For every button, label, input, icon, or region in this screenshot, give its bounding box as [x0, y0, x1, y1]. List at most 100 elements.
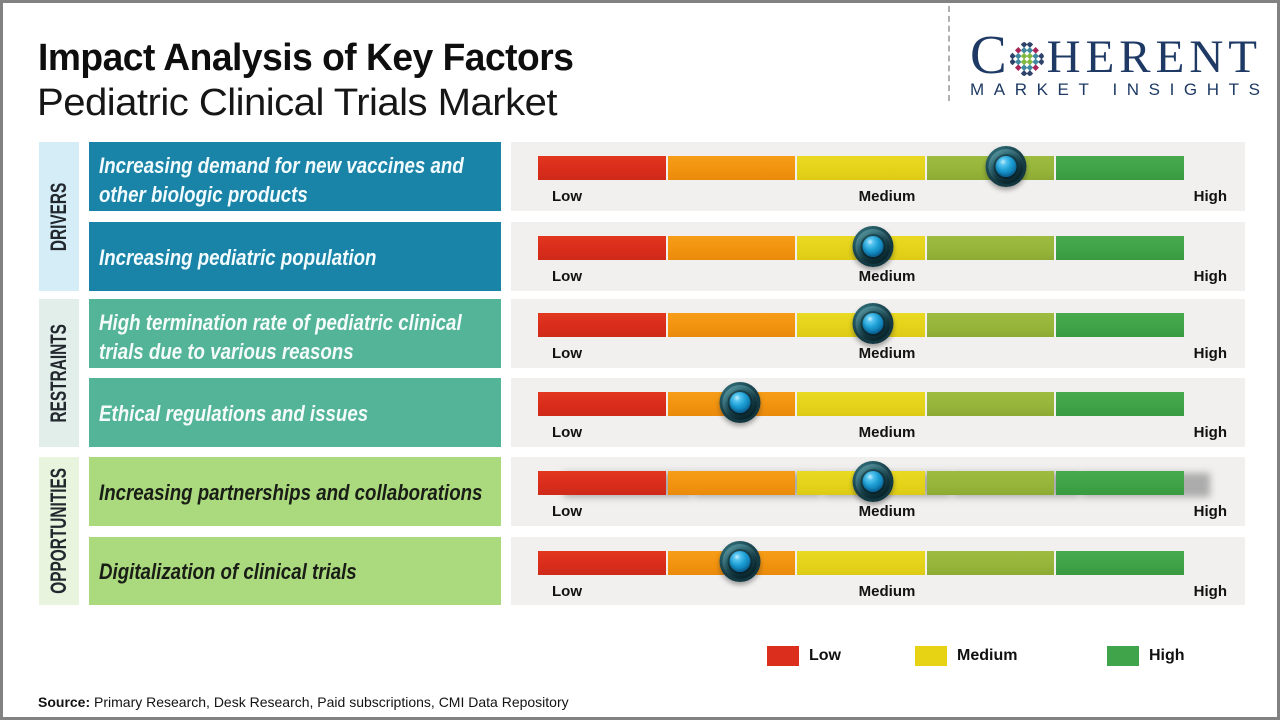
scale-segment-red: [538, 551, 666, 575]
category-column-opportunities: OPPORTUNITIES: [39, 457, 79, 605]
scale-label-medium: Medium: [858, 503, 916, 520]
scale-label-high: High: [1193, 188, 1227, 205]
scale-segment-yellow-green: [926, 236, 1055, 260]
factor-text-line: trials due to various reasons: [99, 339, 354, 364]
globe-icon: [1009, 41, 1044, 77]
legend-swatch-high: [1107, 646, 1139, 666]
impact-scale-opportunity-2: Low Medium High: [511, 537, 1245, 605]
impact-slider-knob[interactable]: [852, 461, 894, 502]
scale-segment-yellow-green: [926, 313, 1055, 337]
scale-label-high: High: [1193, 583, 1227, 600]
legend-label-low: Low: [809, 647, 841, 664]
scale-label-low: Low: [552, 424, 582, 441]
scale-segment-red: [538, 471, 666, 495]
impact-scale-opportunity-1: Low Medium High: [511, 457, 1245, 526]
brand-letter-c: C: [970, 24, 1007, 85]
impact-scale-restraint-2: Low Medium High: [511, 378, 1245, 447]
page-title: Impact Analysis of Key Factors: [38, 37, 574, 79]
impact-scale-bar: [538, 146, 1184, 187]
scale-label-medium: Medium: [858, 188, 916, 205]
brand-tagline: MARKET INSIGHTS: [970, 80, 1270, 99]
factor-box-opportunity-2: Digitalization of clinical trials: [89, 537, 501, 605]
factor-text-line: other biologic products: [99, 182, 308, 207]
scale-segment-red: [538, 236, 666, 260]
scale-label-medium: Medium: [858, 424, 916, 441]
scale-segment-red: [538, 313, 666, 337]
source-line: Source: Primary Research, Desk Research,…: [38, 694, 569, 710]
factor-text-line: Ethical regulations and issues: [99, 400, 369, 426]
impact-scale-restraint-1: Low Medium High: [511, 299, 1245, 368]
scale-segment-orange: [667, 471, 796, 495]
factor-text-line: Increasing pediatric population: [99, 244, 377, 270]
scale-segment-green: [1056, 471, 1184, 495]
scale-label-high: High: [1193, 503, 1227, 520]
scale-label-low: Low: [552, 188, 582, 205]
legend-swatch-medium: [915, 646, 947, 666]
scale-label-low: Low: [552, 268, 582, 285]
impact-scale-bar: [538, 541, 1184, 582]
category-column-drivers: DRIVERS: [39, 142, 79, 291]
scale-label-low: Low: [552, 583, 582, 600]
scale-segment-yellow: [797, 551, 925, 575]
factor-text-line: Increasing demand for new vaccines and: [99, 153, 464, 178]
scale-segment-yellow-green: [926, 471, 1055, 495]
factor-box-driver-2: Increasing pediatric population: [89, 222, 501, 291]
scale-segment-red: [538, 156, 666, 180]
impact-scale-bar: [538, 382, 1184, 423]
impact-scale-driver-2: Low Medium High: [511, 222, 1245, 291]
brand-wordmark: C HERENT: [970, 27, 1262, 82]
category-label-restraints: RESTRAINTS: [46, 323, 71, 423]
brand-letters-rest: HERENT: [1046, 30, 1262, 83]
factor-text-line: Digitalization of clinical trials: [99, 559, 357, 584]
scale-label-high: High: [1193, 345, 1227, 362]
scale-segment-yellow-green: [926, 392, 1055, 416]
impact-slider-knob[interactable]: [719, 541, 761, 582]
scale-segment-red: [538, 392, 666, 416]
category-column-restraints: RESTRAINTS: [39, 299, 79, 447]
scale-segment-green: [1056, 156, 1184, 180]
scale-segment-orange: [667, 313, 796, 337]
scale-segment-orange: [667, 236, 796, 260]
impact-scale-driver-1: Low Medium High: [511, 142, 1245, 211]
scale-segment-yellow-green: [926, 551, 1055, 575]
factor-box-restraint-2: Ethical regulations and issues: [89, 378, 501, 447]
impact-slider-knob[interactable]: [852, 303, 894, 344]
legend-item-medium: Medium: [915, 646, 1017, 666]
factor-text-line: High termination rate of pediatric clini…: [99, 310, 462, 335]
impact-scale-bar: [538, 226, 1184, 267]
scale-segment-green: [1056, 313, 1184, 337]
scale-segment-yellow: [797, 156, 925, 180]
factor-text-line: Increasing partnerships and collaboratio…: [99, 479, 483, 505]
logo-divider-dashed-line: [948, 6, 950, 101]
scale-segment-orange: [667, 156, 796, 180]
page-subtitle: Pediatric Clinical Trials Market: [37, 82, 558, 124]
legend-item-low: Low: [767, 646, 841, 666]
scale-label-medium: Medium: [858, 268, 916, 285]
factor-box-driver-1: Increasing demand for new vaccines and o…: [89, 142, 501, 211]
impact-scale-bar: [538, 303, 1184, 344]
legend-label-medium: Medium: [957, 647, 1018, 664]
impact-slider-knob[interactable]: [985, 146, 1027, 187]
factor-box-opportunity-1: Increasing partnerships and collaboratio…: [89, 457, 501, 526]
scale-segment-green: [1056, 236, 1184, 260]
factor-box-restraint-1: High termination rate of pediatric clini…: [89, 299, 501, 368]
scale-segment-green: [1056, 551, 1184, 575]
impact-slider-knob[interactable]: [719, 382, 761, 423]
scale-label-medium: Medium: [858, 583, 916, 600]
legend-swatch-low: [767, 646, 799, 666]
scale-label-low: Low: [552, 503, 582, 520]
scale-label-low: Low: [552, 345, 582, 362]
legend-item-high: High: [1107, 646, 1185, 666]
scale-segment-green: [1056, 392, 1184, 416]
scale-label-high: High: [1193, 424, 1227, 441]
source-text: Primary Research, Desk Research, Paid su…: [90, 694, 569, 710]
scale-label-high: High: [1193, 268, 1227, 285]
brand-logo: C HERENT MARKET INSIGHTS: [970, 27, 1270, 100]
scale-segment-yellow: [797, 392, 925, 416]
source-label: Source:: [38, 694, 91, 710]
category-label-drivers: DRIVERS: [46, 182, 71, 251]
impact-slider-knob[interactable]: [852, 226, 894, 267]
category-label-opportunities: OPPORTUNITIES: [46, 468, 71, 594]
impact-scale-bar: [538, 461, 1184, 502]
